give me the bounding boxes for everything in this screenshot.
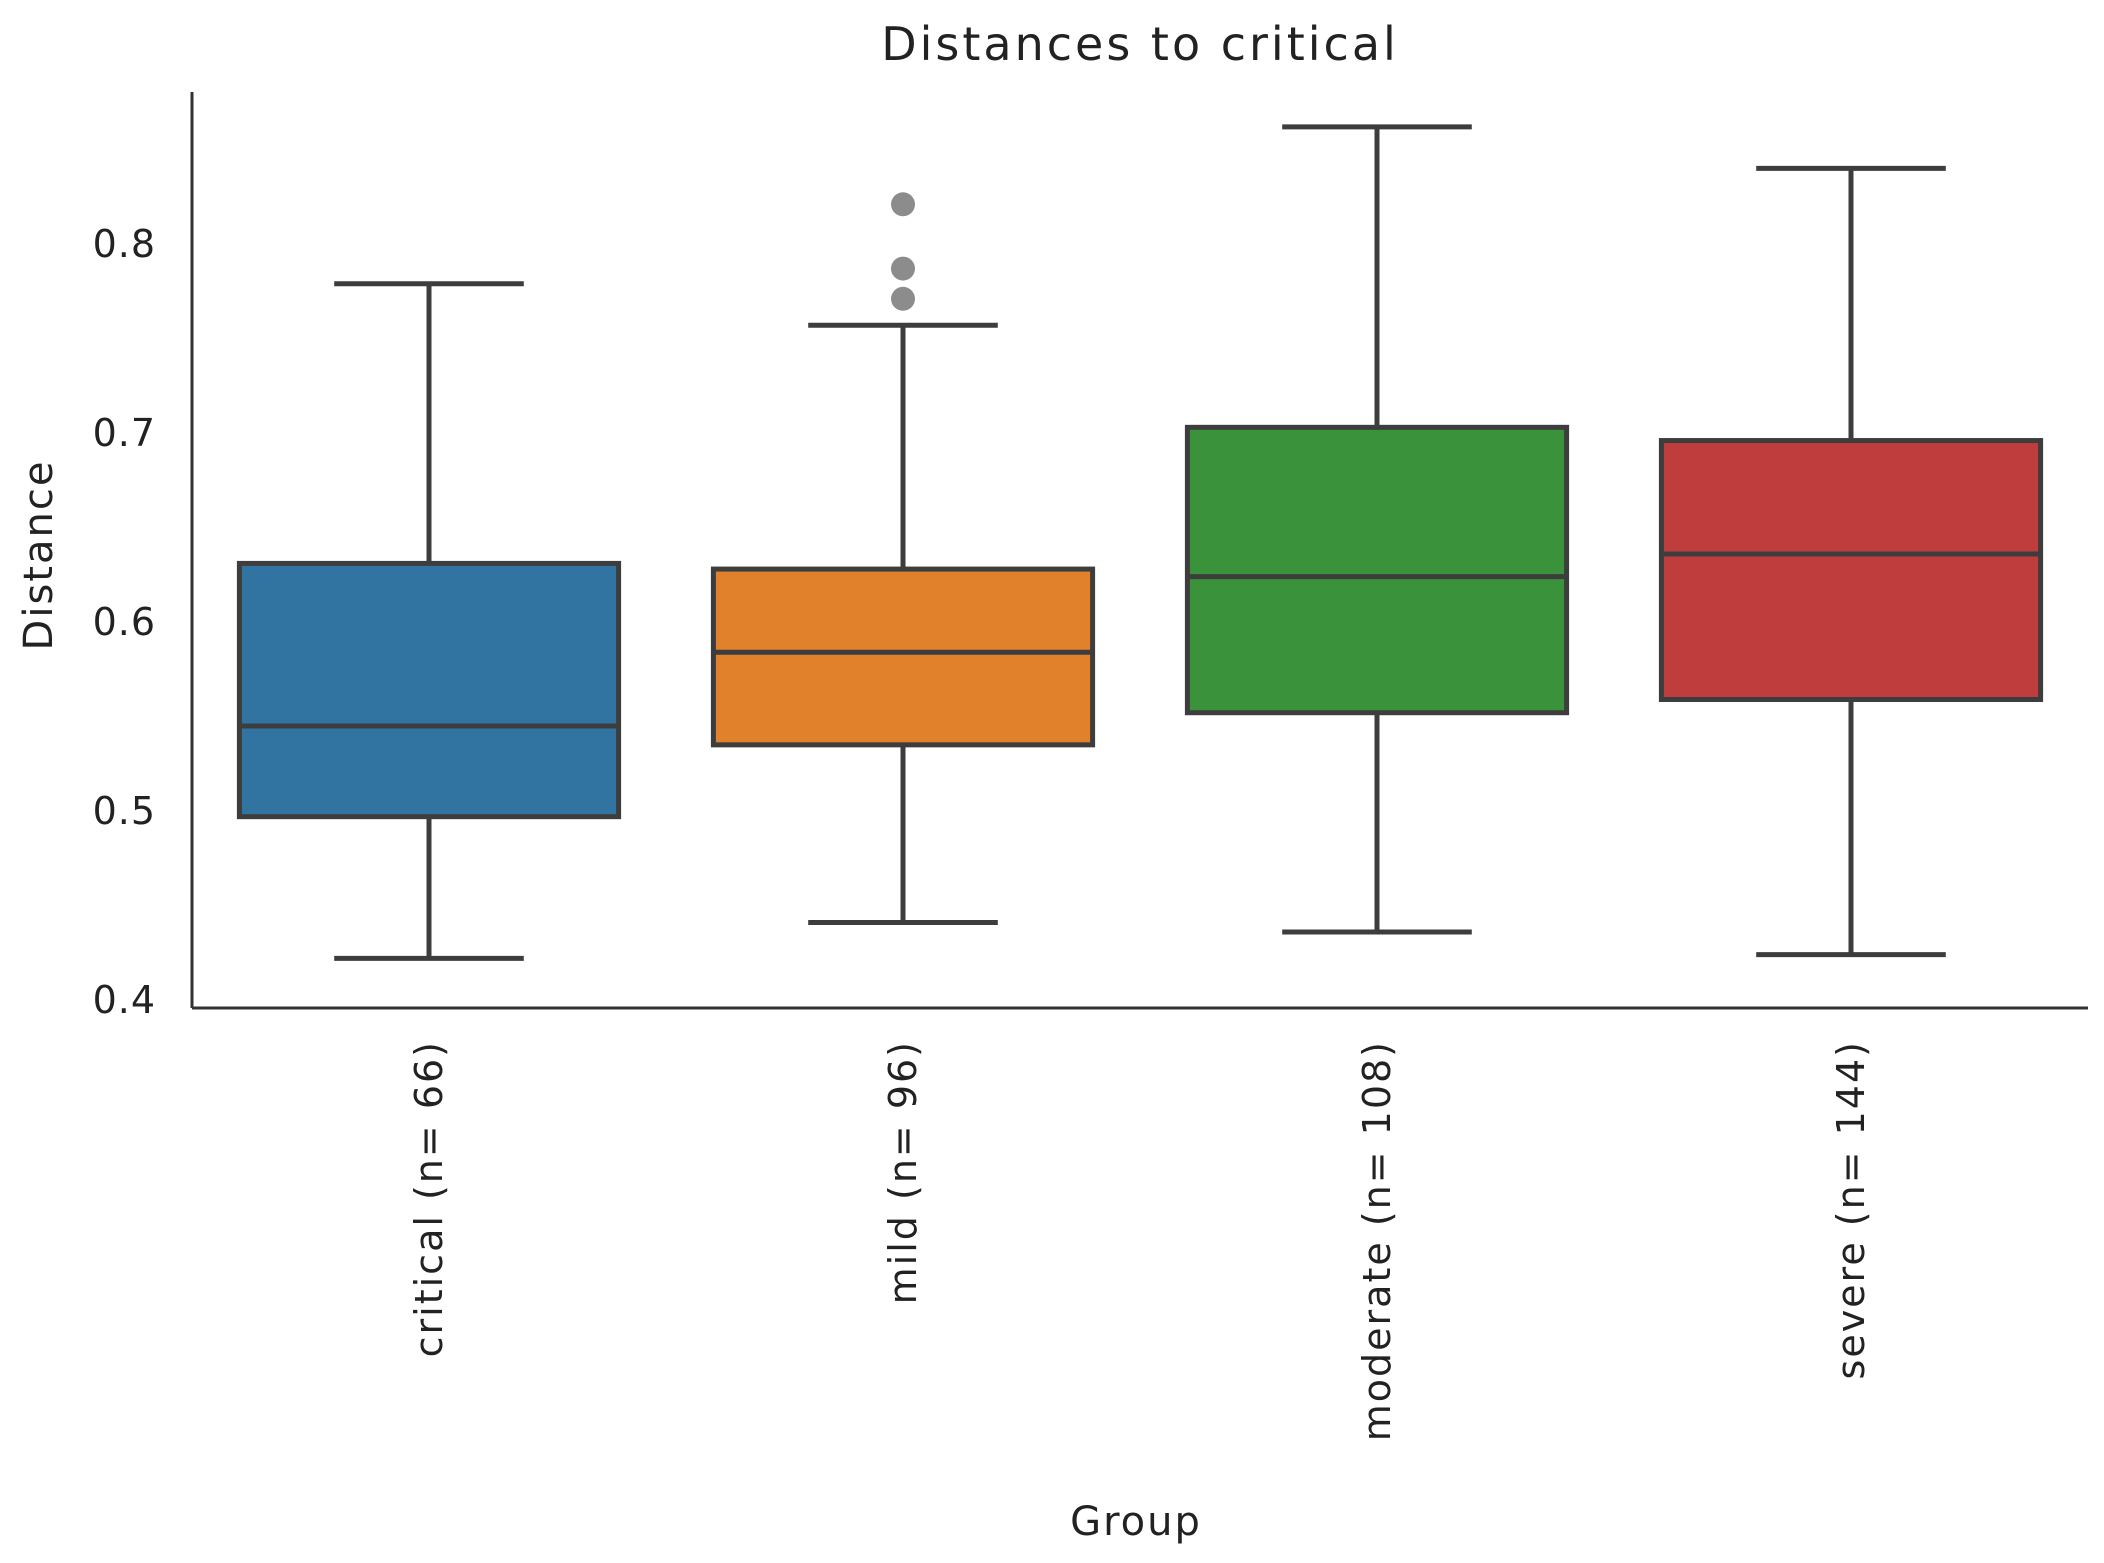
- box-group: [236, 281, 622, 961]
- box-group: [1658, 165, 2044, 958]
- iqr-box: [236, 560, 622, 820]
- iqr-box: [1184, 424, 1570, 716]
- outlier-point: [891, 256, 915, 281]
- outlier-point: [891, 286, 915, 311]
- box-group: [1184, 124, 1570, 935]
- y-axis-label: Distance: [16, 460, 62, 651]
- y-tick-label: 0.5: [93, 789, 156, 833]
- chart-title: Distances to critical: [881, 17, 1399, 71]
- y-ticks: 0.4 0.5 0.6 0.7 0.8: [93, 222, 156, 1022]
- y-tick-label: 0.4: [93, 978, 156, 1022]
- outlier-point: [891, 192, 915, 217]
- box-group: [710, 192, 1096, 926]
- x-category-label: critical (n= 66): [407, 1040, 451, 1357]
- x-ticks: critical (n= 66) mild (n= 96) moderate (n=…: [407, 1040, 1873, 1441]
- y-tick-label: 0.8: [93, 222, 156, 266]
- x-category-label: moderate (n= 108): [1355, 1040, 1399, 1441]
- iqr-box: [1658, 438, 2044, 702]
- y-tick-label: 0.6: [93, 600, 156, 644]
- x-category-label: severe (n= 144): [1829, 1040, 1873, 1379]
- y-tick-label: 0.7: [93, 411, 156, 455]
- boxes: [236, 124, 2044, 961]
- x-category-label: mild (n= 96): [881, 1040, 925, 1304]
- iqr-box: [710, 566, 1096, 748]
- x-axis-label: Group: [1070, 1499, 1202, 1545]
